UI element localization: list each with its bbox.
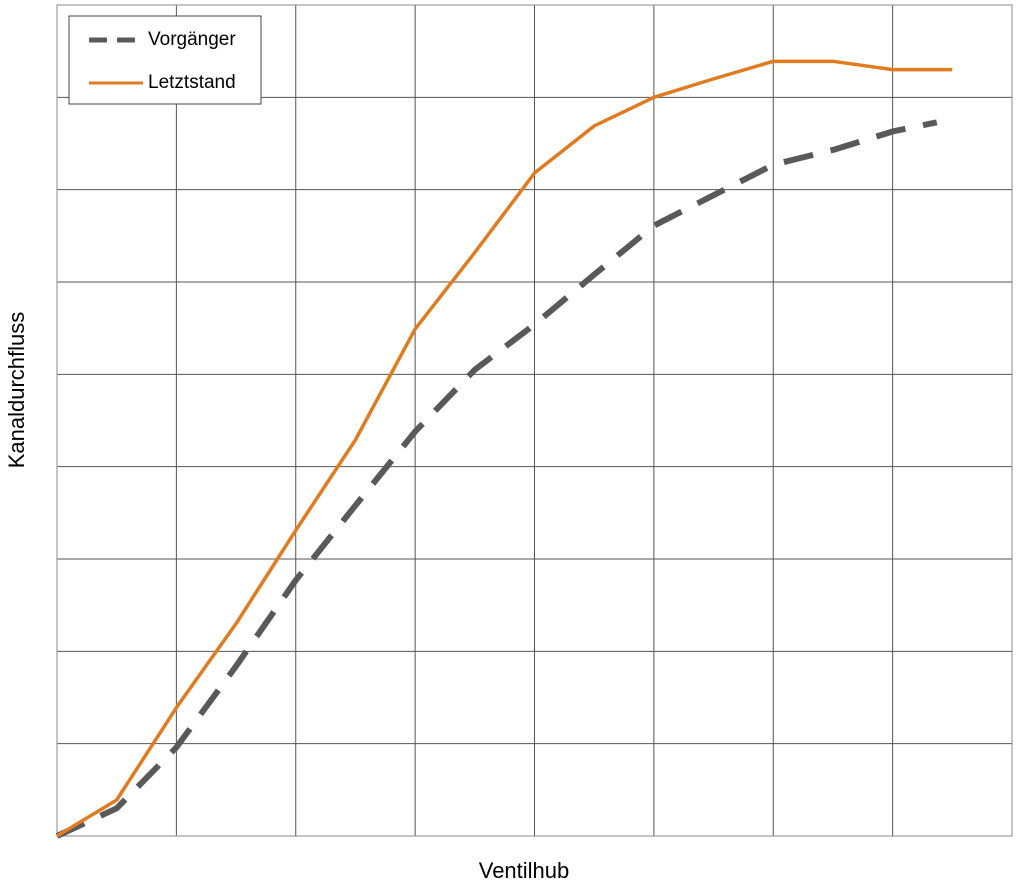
line-series [55,119,938,839]
x-axis-label: Ventilhub [479,858,570,883]
line-series [56,59,953,838]
legend-box [68,15,262,105]
legend-label: Letztstand [148,72,236,93]
plot-frame [56,4,1013,837]
legend-label: Vorgänger [148,29,236,50]
y-axis-label: Kanaldurchfluss [4,312,29,469]
